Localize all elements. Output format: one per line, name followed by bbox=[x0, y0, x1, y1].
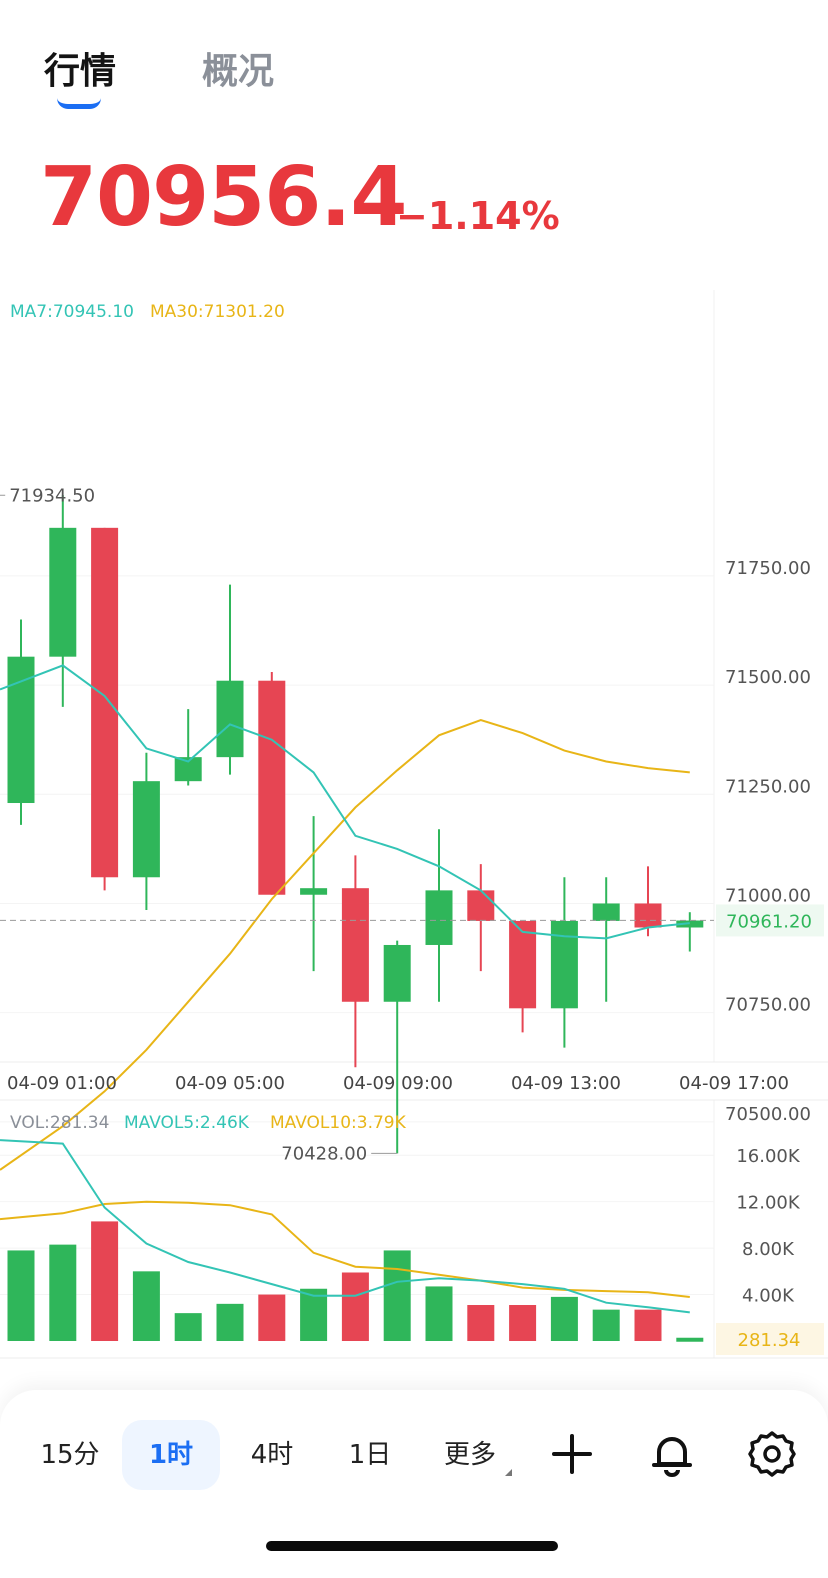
candle-down bbox=[467, 864, 495, 972]
volume-bar bbox=[7, 1250, 35, 1341]
plus-icon[interactable] bbox=[546, 1428, 598, 1480]
candle-down bbox=[634, 866, 662, 937]
vol-label: VOL:281.34 bbox=[10, 1113, 109, 1133]
volume-bar bbox=[550, 1296, 578, 1341]
volume-tick-label: 4.00K bbox=[742, 1286, 795, 1307]
candle-up bbox=[132, 752, 160, 911]
volume-tick-label: 8.00K bbox=[742, 1239, 795, 1260]
more-label: 更多 bbox=[443, 1440, 496, 1470]
time-tick-label: 04-09 01:00 bbox=[7, 1073, 117, 1094]
candle-up bbox=[49, 495, 77, 707]
mavol10-label: MAVOL10:3.79K bbox=[270, 1113, 407, 1133]
volume-bar bbox=[634, 1309, 662, 1341]
volume-bar bbox=[676, 1337, 704, 1342]
ma30-label: MA30:71301.20 bbox=[150, 302, 285, 322]
price-axis: 71750.00 71500.00 71250.00 71000.00 70750.00… bbox=[725, 558, 811, 1125]
high-low-markers: 71934.50 70428.00 bbox=[0, 485, 398, 1164]
volume-bar bbox=[91, 1221, 119, 1341]
interval-15m[interactable]: 15分 bbox=[40, 1440, 100, 1470]
interval-4h[interactable]: 4时 bbox=[250, 1440, 294, 1470]
candles bbox=[7, 495, 704, 1154]
interval-more[interactable]: 更多 bbox=[430, 1420, 512, 1490]
dropdown-caret-icon bbox=[505, 1469, 512, 1476]
volume-bar bbox=[425, 1286, 453, 1341]
price-tick-label: 71500.00 bbox=[725, 667, 811, 688]
volume-tick-label: 12.00K bbox=[736, 1193, 801, 1214]
active-tab-indicator bbox=[57, 98, 101, 109]
time-axis: 04-09 01:00 04-09 05:00 04-09 09:00 04-09 1… bbox=[7, 1073, 789, 1094]
interval-1h[interactable]: 1时 bbox=[122, 1420, 220, 1490]
last-price: 70956.4 bbox=[40, 150, 407, 245]
candle-up bbox=[425, 829, 453, 1002]
candle-down bbox=[91, 527, 119, 891]
kline-chart[interactable]: MA7:70945.10 MA30:71301.20 71750.00 71500… bbox=[0, 290, 828, 1360]
current-volume-marker: 281.34 bbox=[716, 1323, 824, 1355]
current-price-marker: 70961.20 bbox=[0, 904, 824, 937]
volume-axis: 16.00K 12.00K 8.00K 4.00K bbox=[736, 1146, 801, 1306]
home-indicator bbox=[266, 1541, 558, 1551]
chart-grid bbox=[0, 290, 828, 1359]
candle-down bbox=[509, 920, 537, 1033]
candle-up bbox=[216, 584, 244, 775]
volume-tick-label: 16.00K bbox=[736, 1146, 801, 1167]
price-tick-label: 71250.00 bbox=[725, 776, 811, 797]
volume-bar bbox=[258, 1294, 286, 1341]
tab-market[interactable]: 行情 bbox=[44, 51, 117, 92]
mavol10-line bbox=[0, 1200, 690, 1298]
volume-bars bbox=[7, 1221, 704, 1342]
volume-bar bbox=[49, 1244, 77, 1341]
bell-icon[interactable] bbox=[646, 1428, 698, 1480]
candle-down bbox=[341, 855, 369, 1068]
mavol5-label: MAVOL5:2.46K bbox=[124, 1113, 250, 1133]
volume-bar bbox=[300, 1288, 328, 1341]
tab-overview[interactable]: 概况 bbox=[202, 51, 275, 92]
price-tick-label: 70500.00 bbox=[725, 1104, 811, 1125]
candle-up bbox=[592, 877, 620, 1002]
volume-bar bbox=[216, 1303, 244, 1341]
ma7-label: MA7:70945.10 bbox=[10, 302, 134, 322]
ma7-line bbox=[0, 664, 690, 940]
volume-bar bbox=[592, 1309, 620, 1341]
time-tick-label: 04-09 13:00 bbox=[511, 1073, 621, 1094]
volume-bar bbox=[509, 1305, 537, 1341]
interval-1d[interactable]: 1日 bbox=[348, 1440, 392, 1470]
price-change: −1.14% bbox=[396, 194, 560, 238]
low-price-label: 70428.00 bbox=[281, 1143, 367, 1164]
volume-bar bbox=[467, 1305, 495, 1341]
time-tick-label: 04-09 17:00 bbox=[679, 1073, 789, 1094]
price-tick-label: 71000.00 bbox=[725, 885, 811, 906]
candle-up bbox=[300, 816, 328, 972]
high-price-label: 71934.50 bbox=[9, 485, 95, 506]
gear-icon[interactable] bbox=[746, 1428, 798, 1480]
current-price-label: 70961.20 bbox=[726, 911, 812, 932]
current-volume-label: 281.34 bbox=[738, 1330, 801, 1351]
mavol5-line bbox=[0, 1139, 690, 1314]
price-tick-label: 71750.00 bbox=[725, 558, 811, 579]
price-tick-label: 70750.00 bbox=[725, 995, 811, 1016]
ma30-line bbox=[0, 718, 690, 1171]
candle-down bbox=[258, 671, 286, 895]
volume-bar bbox=[174, 1313, 202, 1341]
volume-bar bbox=[132, 1271, 160, 1341]
time-tick-label: 04-09 09:00 bbox=[343, 1073, 453, 1094]
time-tick-label: 04-09 05:00 bbox=[175, 1073, 285, 1094]
volume-bar bbox=[383, 1250, 411, 1341]
candle-up bbox=[383, 940, 411, 1154]
volume-bar bbox=[341, 1272, 369, 1341]
